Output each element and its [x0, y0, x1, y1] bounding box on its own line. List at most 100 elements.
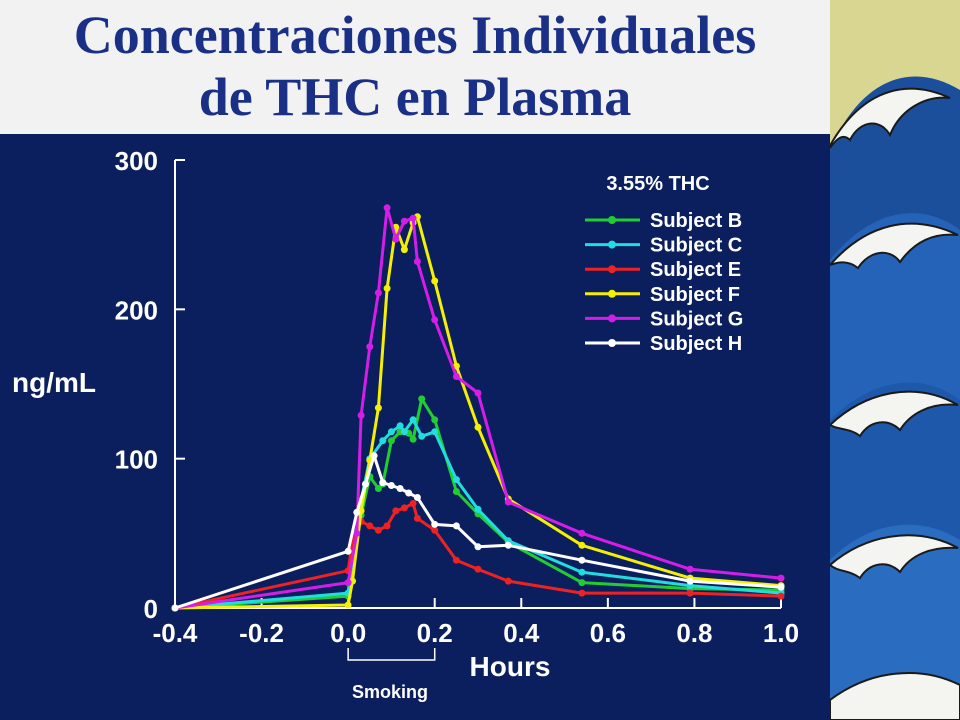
subject-e-point — [383, 522, 391, 530]
x-tick-label: -0.2 — [239, 618, 284, 648]
x-axis-ticks: -0.4 -0.2 0.0 0.2 0.4 0.6 0.8 1.0 — [153, 598, 799, 648]
smoking-bracket — [347, 648, 436, 661]
subject-h-point — [578, 556, 586, 564]
subject-h-point — [431, 520, 439, 528]
legend-label: Subject G — [650, 308, 743, 330]
subject-c-point — [379, 437, 387, 445]
subject-b-point — [431, 416, 439, 424]
subject-h-point — [452, 522, 460, 530]
subject-e-point — [474, 565, 482, 573]
legend-item-subject-g: Subject G — [585, 308, 743, 330]
subject-h-point — [344, 547, 352, 555]
legend-item-subject-h: Subject H — [585, 333, 742, 355]
subject-g-point — [374, 289, 382, 297]
y-tick-label: 200 — [115, 295, 158, 325]
subject-b-point — [418, 395, 426, 403]
subject-e-point — [409, 500, 417, 507]
subject-c-point — [396, 422, 404, 430]
subject-c-point — [452, 476, 460, 484]
subject-e-point — [777, 592, 785, 600]
subject-g-point — [413, 258, 421, 265]
subject-e-point — [452, 556, 460, 564]
subject-f-point — [431, 277, 439, 285]
title-band: Concentraciones Individuales de THC en P… — [0, 0, 830, 134]
x-tick-label: 0.8 — [676, 618, 712, 648]
subject-c-point — [474, 505, 482, 513]
subject-c-point — [418, 432, 426, 440]
subject-h-point — [405, 489, 413, 497]
subject-f-point — [344, 601, 352, 609]
legend-label: Subject B — [650, 210, 742, 232]
subject-f-point — [578, 541, 586, 549]
legend-item-subject-b: Subject B — [585, 210, 742, 232]
x-axis-label: Hours — [470, 651, 551, 682]
legend-marker — [608, 265, 616, 274]
y-tick-label: 300 — [115, 146, 158, 176]
subject-g-point — [777, 574, 785, 582]
thc-plasma-chart: 0 100 200 300 -0.4 -0.2 0.0 0.2 0.4 0.6 0.8 1.0 Su… — [12, 146, 799, 702]
subject-b-point — [374, 485, 382, 492]
subject-h-point — [379, 479, 387, 487]
subject-b-point — [578, 579, 586, 587]
subject-c-point — [409, 416, 417, 424]
legend-item-subject-f: Subject F — [585, 284, 740, 306]
title-line-1: Concentraciones Individuales — [73, 5, 757, 65]
subject-e-point — [366, 522, 374, 530]
x-tick-label: 0.0 — [330, 618, 366, 648]
subject-g-point — [578, 529, 586, 537]
subject-h-point — [474, 543, 482, 551]
thc-dose-annotation: 3.55% THC — [606, 173, 709, 195]
y-tick-label: 0 — [144, 594, 158, 624]
subject-g-point — [452, 373, 460, 380]
subject-g-point — [474, 389, 482, 397]
subject-g-point — [353, 529, 361, 537]
subject-f-point — [474, 423, 482, 431]
subject-h-point — [353, 508, 361, 516]
subject-h-point — [370, 452, 378, 460]
subject-g-point — [686, 565, 694, 573]
subject-g-point — [431, 316, 439, 324]
subject-e-point — [686, 589, 694, 597]
series-subject-g — [171, 204, 785, 612]
smoking-bracket-line — [347, 648, 436, 661]
slide-title: Concentraciones Individuales de THC en P… — [0, 4, 830, 128]
subject-g-point — [409, 214, 417, 222]
subject-g-point — [366, 343, 374, 351]
subject-e-point — [374, 526, 382, 534]
subject-e-point — [431, 526, 439, 534]
subject-g-point — [400, 217, 408, 225]
subject-c-point — [400, 428, 408, 436]
legend-marker — [608, 339, 616, 347]
subject-h-point — [396, 485, 404, 492]
legend-label: Subject E — [650, 259, 741, 281]
x-tick-label: 0.6 — [590, 618, 626, 648]
subject-h-point — [504, 541, 512, 549]
subject-f-point — [383, 284, 391, 292]
series-layer — [171, 204, 785, 612]
subject-h-point — [413, 494, 421, 501]
legend-label: Subject F — [650, 284, 740, 306]
legend-label: Subject H — [650, 333, 742, 355]
subject-h-point — [686, 577, 694, 585]
axes — [174, 160, 781, 609]
subject-h-point — [387, 482, 395, 489]
subject-f-point — [374, 404, 382, 412]
subject-f-point — [400, 246, 408, 254]
subject-c-point — [387, 428, 395, 436]
x-tick-label: -0.4 — [153, 618, 198, 648]
y-axis-ticks: 0 100 200 300 — [115, 146, 185, 624]
subject-e-point — [504, 577, 512, 585]
smoking-label: Smoking — [352, 682, 428, 702]
subject-b-point — [409, 435, 417, 443]
subject-c-point — [431, 428, 439, 436]
subject-e-point — [413, 514, 421, 522]
legend-marker — [608, 289, 616, 298]
subject-g-point — [504, 498, 512, 506]
legend-marker — [608, 216, 616, 224]
y-tick-label: 100 — [115, 445, 158, 475]
subject-e-point — [400, 504, 408, 512]
series-subject-h — [171, 452, 785, 612]
x-tick-label: 0.4 — [503, 618, 540, 648]
